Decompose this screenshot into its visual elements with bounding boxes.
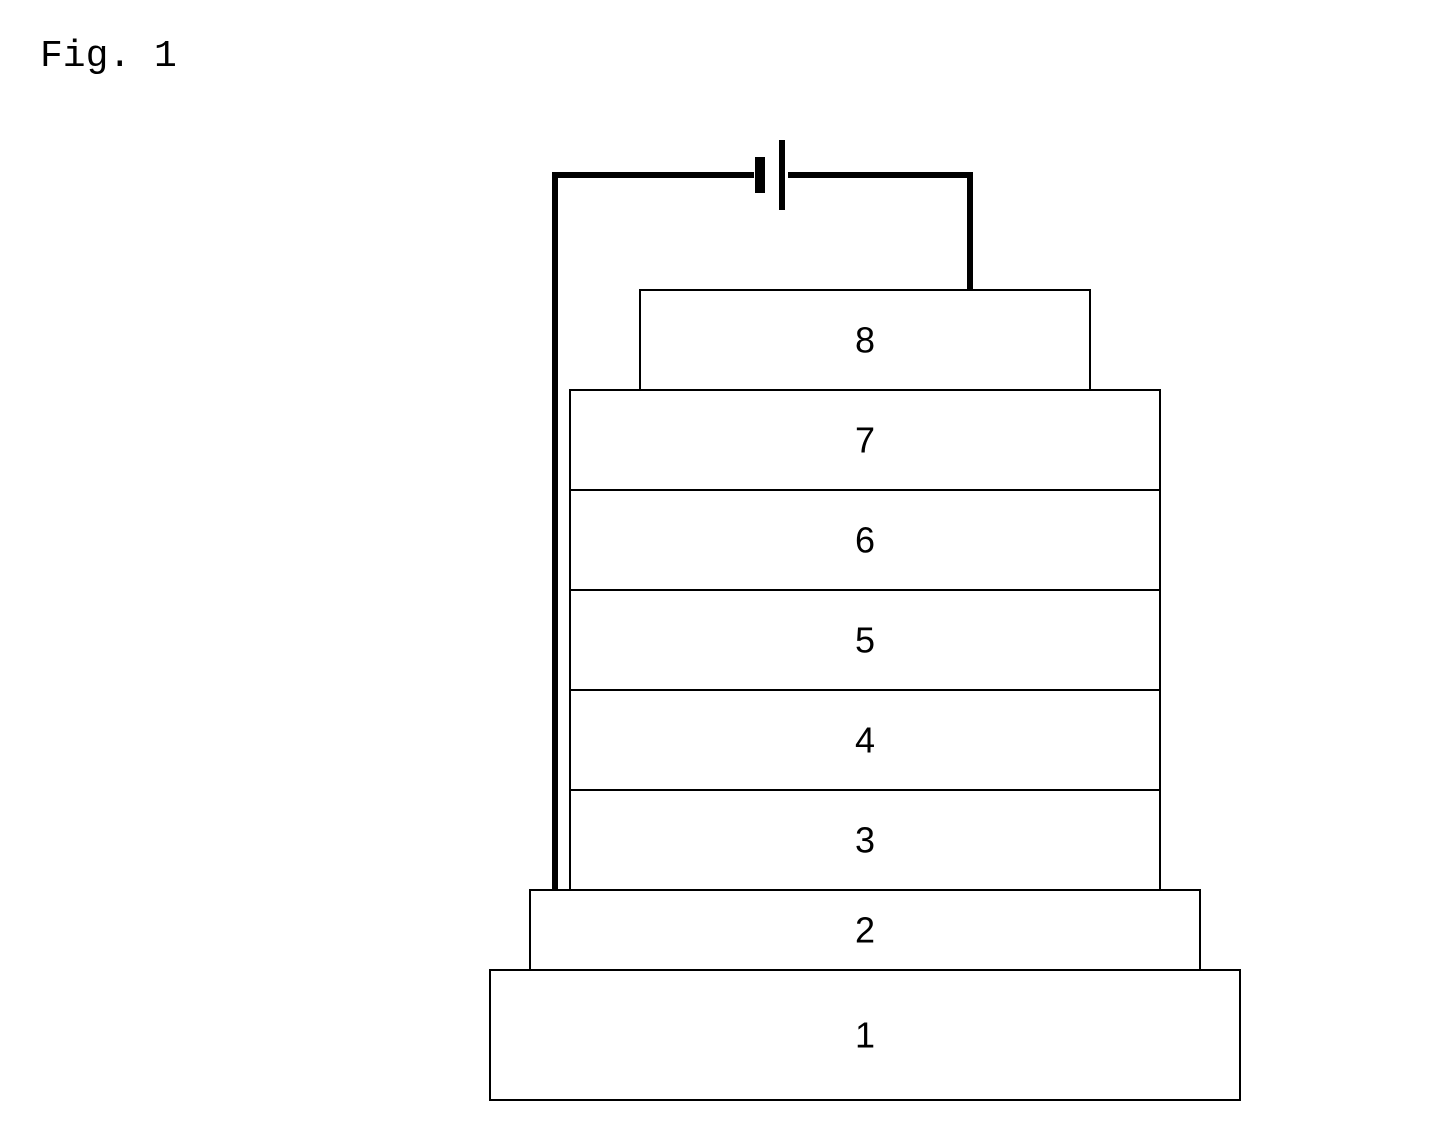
layer-label-6: 6 [855, 520, 875, 561]
layer-label-8: 8 [855, 320, 875, 361]
diagram-svg: 1 2 3 4 5 6 7 8 [0, 0, 1441, 1133]
layer-label-1: 1 [855, 1015, 875, 1056]
layer-label-2: 2 [855, 910, 875, 951]
layer-label-7: 7 [855, 420, 875, 461]
layer-label-5: 5 [855, 620, 875, 661]
layer-label-3: 3 [855, 820, 875, 861]
layer-label-4: 4 [855, 720, 875, 761]
